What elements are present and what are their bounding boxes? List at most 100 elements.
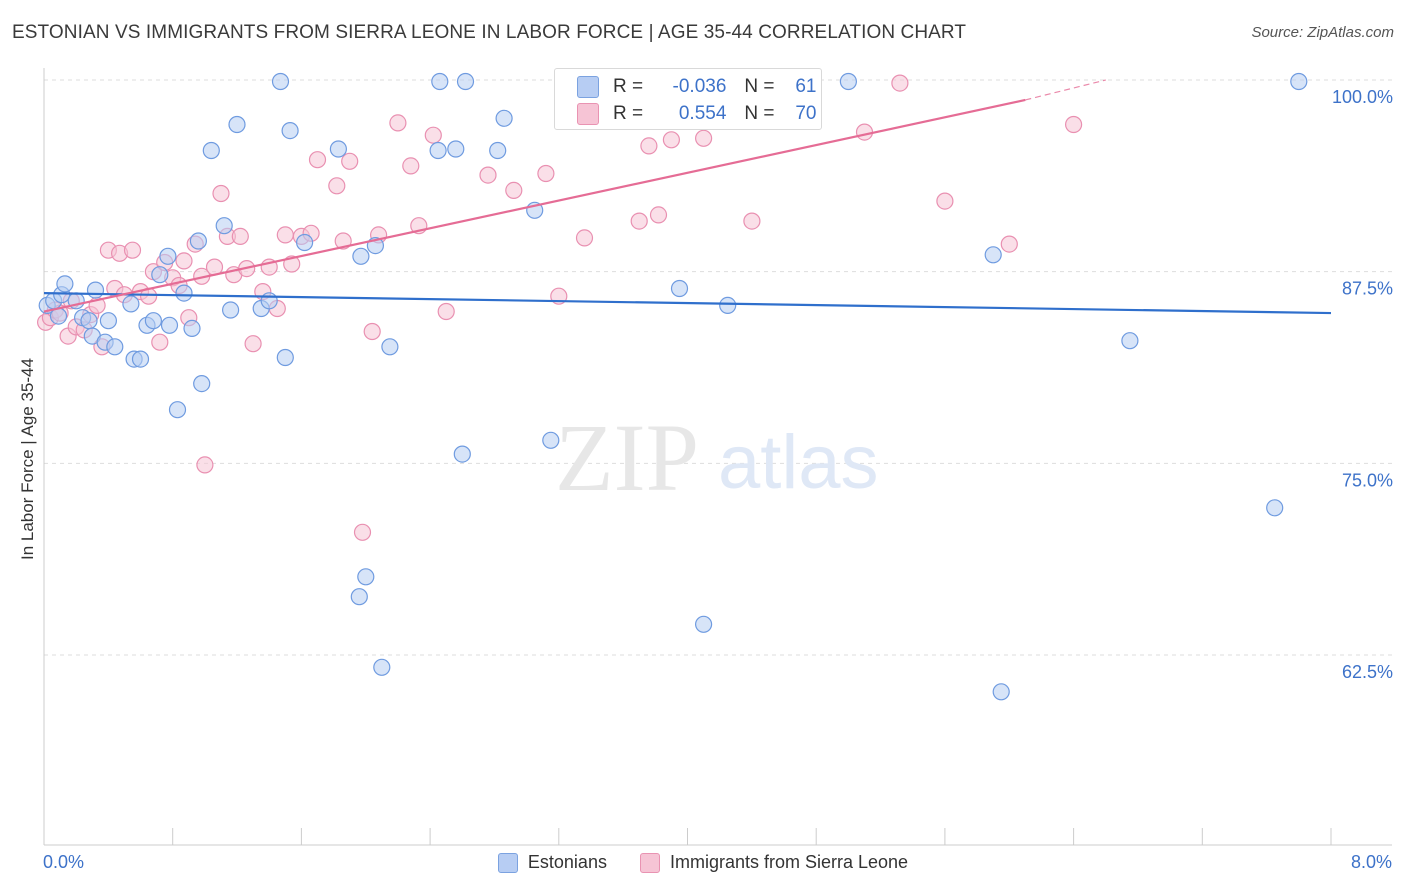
point-estonians-51 [542, 431, 560, 449]
point-sierra-leone-65 [855, 123, 874, 141]
stats-row-estonians: R = -0.036 N = 61 [577, 74, 817, 100]
point-estonians-18 [151, 266, 169, 284]
y-tick-label-3: 62.5% [1342, 662, 1393, 682]
point-estonians-39 [357, 568, 375, 586]
point-sierra-leone-52 [424, 126, 442, 144]
point-estonians-52 [670, 279, 689, 298]
point-sierra-leone-49 [389, 114, 407, 132]
legend-label-estonians: Estonians [527, 852, 607, 872]
point-estonians-7 [80, 312, 98, 330]
point-estonians-15 [131, 350, 150, 368]
n-label: N = [744, 103, 775, 124]
point-estonians-38 [352, 247, 370, 265]
point-sierra-leone-50 [402, 157, 420, 175]
source-label: Source: ZipAtlas.com [1251, 24, 1394, 41]
y-tick-label-0: 100.0% [1332, 87, 1393, 107]
n-value-estonians: 61 [795, 76, 817, 97]
y-tick-labels: 100.0% 87.5% 75.0% 62.5% [1332, 87, 1393, 682]
point-sierra-leone-62 [662, 131, 681, 149]
point-estonians-20 [160, 316, 179, 334]
point-estonians-48 [489, 141, 507, 160]
point-estonians-49 [495, 109, 513, 127]
point-sierra-leone-29 [212, 184, 230, 203]
r-value-estonians: -0.036 [672, 76, 727, 97]
trend-line-extension-sierra-leone [1025, 79, 1106, 101]
point-sierra-leone-58 [575, 229, 594, 247]
chart-title: ESTONIAN VS IMMIGRANTS FROM SIERRA LEONE… [12, 22, 967, 43]
point-sierra-leone-60 [640, 137, 658, 155]
trend-lines [43, 79, 1332, 315]
point-estonians-25 [193, 375, 211, 393]
r-label: R = [613, 103, 644, 124]
point-sierra-leone-69 [1064, 115, 1083, 134]
point-estonians-41 [373, 658, 391, 676]
point-estonians-32 [271, 72, 290, 91]
point-sierra-leone-45 [341, 152, 359, 170]
point-sierra-leone-27 [196, 456, 214, 474]
series-estonians [38, 72, 1308, 701]
y-tick-label-2: 75.0% [1342, 470, 1393, 490]
r-label: R = [613, 76, 644, 97]
stats-swatch-pink [577, 103, 599, 125]
point-estonians-59 [1266, 499, 1284, 517]
point-sierra-leone-46 [353, 523, 372, 541]
point-estonians-17 [144, 312, 162, 330]
point-estonians-36 [329, 140, 347, 158]
legend-item-sierra-leone[interactable]: Immigrants from Sierra Leone [639, 852, 909, 873]
point-estonians-44 [431, 72, 449, 91]
legend-item-estonians[interactable]: Estonians [497, 852, 607, 873]
point-sierra-leone-55 [505, 181, 523, 199]
x-tick-min: 0.0% [43, 852, 85, 872]
point-sierra-leone-43 [328, 177, 346, 195]
point-sierra-leone-32 [231, 227, 249, 245]
point-sierra-leone-54 [479, 166, 497, 184]
legend-swatch-blue [497, 852, 518, 873]
watermark-atlas: atlas [718, 420, 879, 505]
n-value-sierra-leone: 70 [795, 103, 817, 124]
point-estonians-53 [694, 615, 713, 633]
point-estonians-22 [175, 284, 193, 302]
point-estonians-13 [122, 295, 140, 313]
legend-label-sierra-leone: Immigrants from Sierra Leone [669, 852, 909, 872]
y-tick-label-1: 87.5% [1342, 279, 1393, 299]
point-sierra-leone-15 [123, 241, 142, 259]
bottom-legend: Estonians Immigrants from Sierra Leone [0, 852, 1406, 878]
point-estonians-29 [228, 115, 246, 134]
point-sierra-leone-66 [891, 74, 909, 92]
point-estonians-23 [183, 319, 201, 337]
point-estonians-34 [281, 122, 299, 140]
point-estonians-24 [189, 232, 207, 250]
point-estonians-35 [296, 233, 314, 252]
point-estonians-28 [222, 301, 240, 319]
point-estonians-45 [447, 140, 465, 158]
x-tick-max: 8.0% [1350, 852, 1392, 872]
point-sierra-leone-44 [334, 232, 352, 250]
point-estonians-60 [1290, 72, 1308, 91]
point-estonians-58 [1121, 332, 1139, 350]
point-estonians-46 [453, 445, 471, 463]
y-axis-label: In Labor Force | Age 35-44 [18, 358, 37, 560]
r-value-sierra-leone: 0.554 [678, 103, 727, 124]
point-estonians-19 [159, 247, 177, 265]
watermark-zip: ZIP [555, 404, 699, 511]
point-sierra-leone-47 [363, 322, 381, 341]
point-sierra-leone-38 [276, 226, 294, 244]
stats-legend-box: R = -0.036 N = 61 R = 0.554 N = 70 [554, 68, 822, 130]
legend-swatch-pink [639, 852, 660, 873]
point-sierra-leone-56 [537, 164, 555, 183]
point-estonians-4 [56, 275, 74, 293]
point-estonians-57 [992, 683, 1010, 701]
point-estonians-27 [215, 217, 233, 235]
point-estonians-11 [99, 312, 118, 330]
stats-row-sierra-leone: R = 0.554 N = 70 [577, 101, 817, 127]
point-sierra-leone-23 [175, 252, 193, 270]
point-sierra-leone-68 [1000, 235, 1018, 253]
point-sierra-leone-34 [244, 335, 262, 353]
point-estonians-42 [381, 338, 399, 356]
point-sierra-leone-53 [437, 302, 455, 321]
axes [43, 68, 1392, 846]
point-sierra-leone-67 [936, 192, 954, 210]
point-estonians-12 [106, 338, 124, 356]
point-estonians-55 [839, 72, 858, 91]
point-estonians-31 [260, 292, 278, 310]
